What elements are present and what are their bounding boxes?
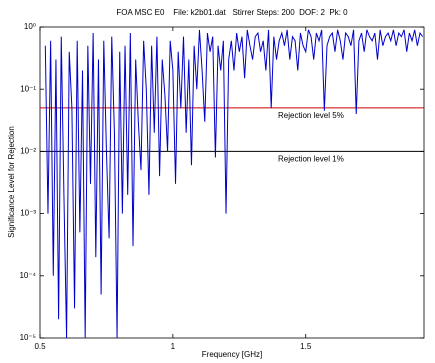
plot-frame bbox=[39, 26, 425, 339]
x-tick-label: 1 bbox=[171, 342, 176, 351]
y-tick-label: 10⁻³ bbox=[20, 209, 36, 218]
chart-title: FOA MSC E0 File: k2b01.dat Stirrer Steps… bbox=[116, 8, 348, 17]
y-tick-label: 10⁻⁴ bbox=[19, 271, 36, 280]
x-tick-label: 0.5 bbox=[34, 342, 46, 351]
reference-label: Rejection level 1% bbox=[278, 155, 344, 164]
y-tick-label: 10⁻² bbox=[20, 147, 36, 156]
y-tick-label: 10⁰ bbox=[24, 22, 36, 31]
y-tick-label: 10⁻⁵ bbox=[20, 333, 36, 342]
y-tick-label: 10⁻¹ bbox=[20, 84, 36, 93]
reference-label: Rejection level 5% bbox=[278, 111, 344, 120]
y-axis-label: Significance Level for Rejection bbox=[7, 126, 16, 238]
x-axis-label: Frequency [GHz] bbox=[202, 350, 262, 359]
x-tick-label: 1.5 bbox=[300, 342, 312, 351]
data-line bbox=[44, 29, 424, 338]
